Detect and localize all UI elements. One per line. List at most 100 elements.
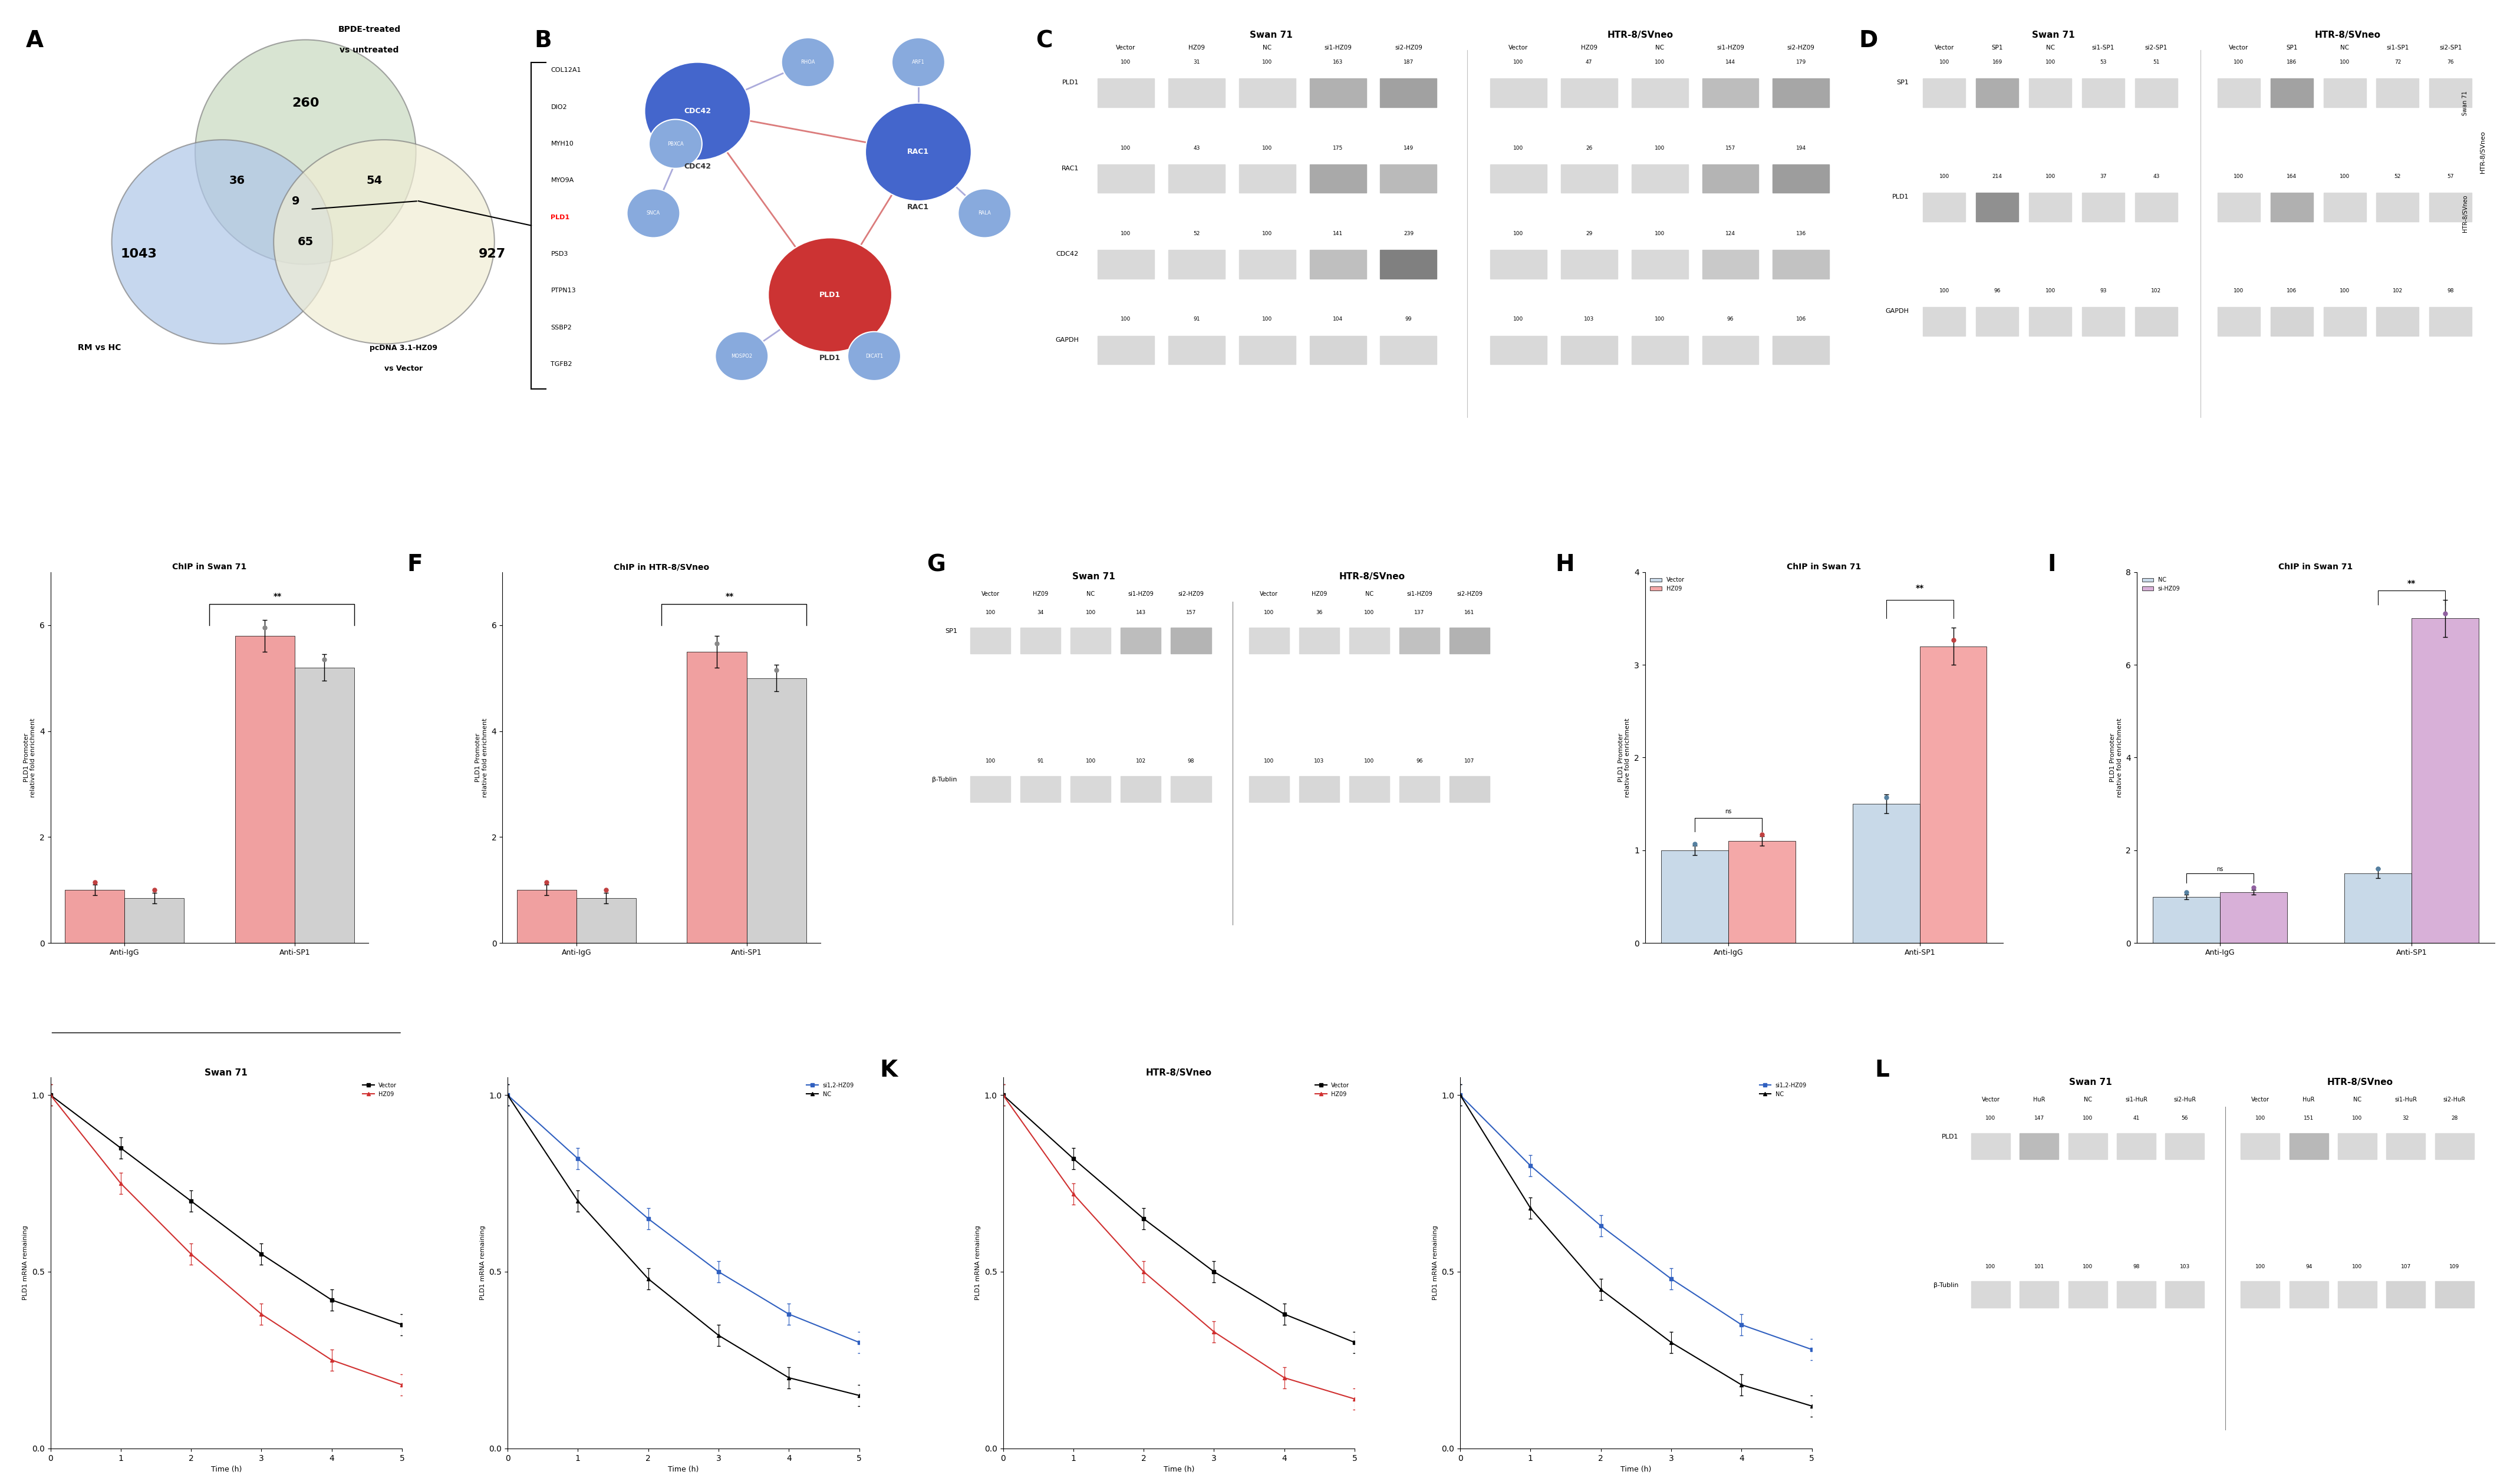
Bar (1971, 1281, 2011, 1308)
Text: HTR-8/SVneo: HTR-8/SVneo (1338, 572, 1406, 581)
Y-axis label: PLD1 Promoter
relative fold enrichment: PLD1 Promoter relative fold enrichment (476, 718, 489, 797)
Legend: NC, si-HZ09: NC, si-HZ09 (2139, 575, 2182, 594)
Text: 100: 100 (2233, 59, 2243, 65)
Text: 186: 186 (2286, 59, 2296, 65)
Bar (1449, 776, 1489, 803)
Bar (1121, 776, 1162, 803)
Text: HZ09: HZ09 (1580, 44, 1598, 50)
Bar (1310, 78, 1366, 106)
Bar (1489, 78, 1547, 106)
Text: **: ** (275, 593, 282, 600)
Y-axis label: PLD1 mRNA remaining: PLD1 mRNA remaining (1431, 1225, 1439, 1301)
Text: 149: 149 (1404, 145, 1414, 151)
Text: 41: 41 (2132, 1116, 2139, 1120)
Bar (1399, 776, 1439, 803)
Bar (1381, 164, 1436, 192)
Bar (1661, 850, 1729, 943)
Text: 187: 187 (1404, 59, 1414, 65)
Text: 56: 56 (2182, 1116, 2187, 1120)
Text: 100: 100 (1656, 231, 1666, 236)
Text: L: L (1875, 1058, 1890, 1082)
Text: Vector: Vector (1260, 591, 1278, 597)
Bar (2069, 1134, 2107, 1159)
HZ09 (176, 1244, 207, 1262)
Text: 100: 100 (1515, 59, 1525, 65)
Bar (1560, 250, 1618, 278)
Vector (35, 1086, 66, 1104)
Bar (1399, 628, 1439, 653)
Bar (1121, 628, 1162, 653)
Text: 34: 34 (1038, 610, 1043, 615)
Text: CDC42: CDC42 (683, 163, 711, 170)
Text: 927: 927 (479, 248, 507, 260)
Text: 175: 175 (1333, 145, 1343, 151)
Text: 100: 100 (1263, 316, 1273, 322)
Bar (2134, 78, 2177, 106)
Text: MYH10: MYH10 (552, 140, 575, 146)
si1,2-HZ09 (1585, 1216, 1615, 1234)
Text: 100: 100 (1121, 316, 1131, 322)
Text: 36: 36 (1315, 610, 1323, 615)
Text: 100: 100 (1363, 758, 1373, 764)
Text: PBXCA: PBXCA (668, 142, 683, 146)
Vector (1200, 1262, 1230, 1280)
Y-axis label: PLD1 Promoter
relative fold enrichment: PLD1 Promoter relative fold enrichment (23, 718, 35, 797)
Title: ChIP in Swan 71: ChIP in Swan 71 (171, 563, 247, 572)
Bar (123, 899, 184, 943)
Text: 124: 124 (1726, 231, 1736, 236)
Vector (388, 1315, 418, 1333)
Text: si1-SP1: si1-SP1 (2386, 44, 2409, 50)
Bar (1348, 628, 1389, 653)
Legend: si1,2-HZ09, NC: si1,2-HZ09, NC (1756, 1080, 1809, 1100)
Text: 100: 100 (2339, 59, 2349, 65)
Text: si1-HZ09: si1-HZ09 (1406, 591, 1431, 597)
Text: 141: 141 (1333, 231, 1343, 236)
Text: 106: 106 (2286, 288, 2296, 294)
Text: 29: 29 (1585, 231, 1593, 236)
Text: RHOA: RHOA (801, 59, 814, 65)
Text: K: K (879, 1058, 897, 1082)
Text: CDC42: CDC42 (683, 108, 711, 115)
Bar (2288, 1134, 2328, 1159)
Text: PLD1: PLD1 (819, 355, 842, 362)
Text: si2-HZ09: si2-HZ09 (1179, 591, 1205, 597)
Circle shape (864, 103, 970, 201)
Text: NC: NC (1263, 44, 1273, 50)
Bar (1021, 628, 1061, 653)
Bar (1169, 336, 1225, 364)
Text: si1-HuR: si1-HuR (2124, 1097, 2147, 1103)
Y-axis label: PLD1 mRNA remaining: PLD1 mRNA remaining (975, 1225, 980, 1301)
Bar (1976, 307, 2019, 336)
Bar (2117, 1134, 2155, 1159)
Bar (1489, 164, 1547, 192)
Text: 96: 96 (1726, 316, 1734, 322)
Text: 57: 57 (2447, 174, 2454, 179)
Text: GAPDH: GAPDH (1885, 309, 1910, 315)
X-axis label: Time (h): Time (h) (212, 1466, 242, 1474)
Text: 100: 100 (1940, 288, 1950, 294)
Text: RAC1: RAC1 (907, 204, 930, 211)
Text: 100: 100 (985, 758, 995, 764)
Text: si1-HZ09: si1-HZ09 (1323, 44, 1351, 50)
Text: 54: 54 (365, 174, 383, 186)
Bar (688, 652, 746, 943)
Text: 100: 100 (1265, 610, 1275, 615)
Bar (2271, 192, 2313, 222)
Text: COL12A1: COL12A1 (552, 68, 582, 74)
Text: 109: 109 (2449, 1264, 2460, 1270)
Text: 100: 100 (1263, 59, 1273, 65)
Text: 100: 100 (1515, 316, 1525, 322)
Bar (1381, 78, 1436, 106)
Bar (1381, 250, 1436, 278)
Bar (1701, 78, 1759, 106)
HZ09 (318, 1351, 348, 1369)
Text: RM vs HC: RM vs HC (78, 344, 121, 352)
NC (1656, 1333, 1686, 1351)
si1,2-HZ09 (1797, 1341, 1827, 1358)
Text: 100: 100 (2046, 59, 2056, 65)
Line: HZ09: HZ09 (48, 1092, 403, 1386)
Vector (318, 1292, 348, 1310)
Bar (1701, 164, 1759, 192)
Bar (1560, 164, 1618, 192)
Bar (1240, 164, 1295, 192)
